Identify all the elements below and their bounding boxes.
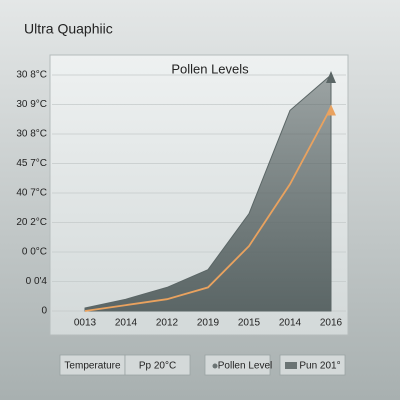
- area: [84, 73, 332, 312]
- legend: Temperature Pp 20°C Pollen Level Pun 201°: [59, 354, 346, 376]
- legend-label: Pun 201°: [299, 361, 340, 372]
- y-tick-label: 0 0'4: [26, 276, 48, 287]
- y-tick-label: 30 9°C: [16, 99, 47, 110]
- y-tick-label: 0 0°C: [22, 247, 47, 258]
- x-tick-label: 0013: [74, 318, 97, 329]
- line: [84, 107, 332, 312]
- app-title: Ultra Quaphiic: [24, 21, 113, 37]
- x-tick-label: 2014: [279, 318, 302, 329]
- x-tick-label: 2019: [197, 318, 220, 329]
- legend-box: [124, 354, 191, 376]
- area-arrow: [326, 71, 336, 83]
- chart-title: Pollen Levels: [171, 61, 249, 76]
- x-tick-label: 2015: [238, 318, 261, 329]
- legend-swatch: [285, 362, 297, 369]
- line-arrow: [326, 104, 336, 116]
- y-tick-label: 45 7°C: [16, 158, 47, 169]
- x-tick-label: 2016: [320, 318, 343, 329]
- legend-label: Pollen Level: [218, 361, 272, 372]
- y-tick-label: 30 8°C: [16, 70, 47, 81]
- legend-swatch: [212, 363, 218, 369]
- x-tick-label: 2014: [115, 318, 138, 329]
- x-tick-label: 2012: [156, 318, 179, 329]
- legend-box: [279, 354, 346, 376]
- y-tick-label: 0: [41, 306, 47, 317]
- y-tick-label: 30 8°C: [16, 129, 47, 140]
- legend-label: Temperature: [64, 361, 121, 372]
- legend-box: [204, 354, 271, 376]
- y-tick-label: 40 7°C: [16, 188, 47, 199]
- legend-label: Pp 20°C: [139, 361, 176, 372]
- y-tick-label: 20 2°C: [16, 217, 47, 228]
